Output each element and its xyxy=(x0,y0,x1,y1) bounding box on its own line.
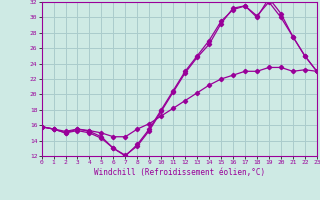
X-axis label: Windchill (Refroidissement éolien,°C): Windchill (Refroidissement éolien,°C) xyxy=(94,168,265,177)
